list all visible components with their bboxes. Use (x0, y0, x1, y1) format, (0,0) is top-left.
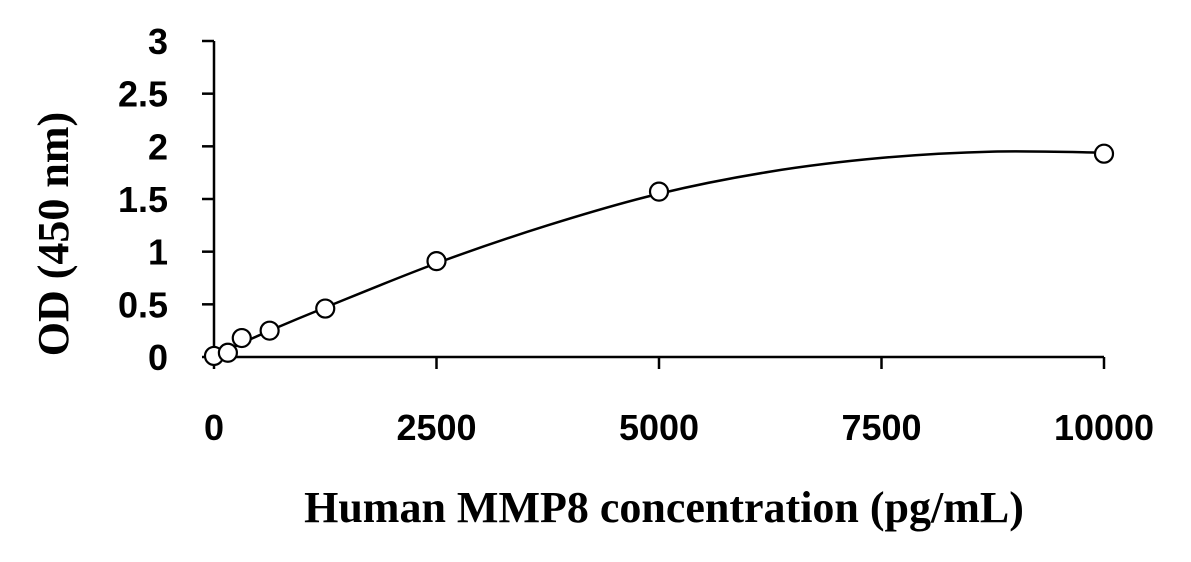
y-tick-label: 1 (148, 232, 168, 273)
data-point (648, 181, 670, 202)
x-tick-label: 10000 (1054, 407, 1154, 448)
data-point (217, 342, 238, 363)
x-tick-label: 0 (204, 407, 224, 448)
x-tick-label: 7500 (841, 407, 921, 448)
data-point (1093, 143, 1115, 164)
y-tick-label: 1.5 (118, 179, 168, 220)
data-point (315, 298, 336, 319)
y-tick-label: 3 (148, 21, 168, 62)
y-ticks: 0 0.5 1 1.5 2 2.5 3 (118, 21, 214, 378)
x-tick-label: 2500 (396, 407, 476, 448)
y-tick-label: 0 (148, 337, 168, 378)
data-points (203, 143, 1115, 367)
x-axis-label: Human MMP8 concentration (pg/mL) (304, 483, 1024, 532)
y-tick-label: 0.5 (118, 284, 168, 325)
x-tick-label: 5000 (619, 407, 699, 448)
data-point (426, 251, 447, 272)
y-axis-label: OD (450 nm) (29, 112, 78, 356)
data-point (259, 320, 280, 341)
y-tick-label: 2 (148, 126, 168, 167)
x-ticks: 0 2500 5000 7500 10000 (204, 357, 1154, 448)
data-point (231, 327, 252, 349)
y-tick-label: 2.5 (118, 74, 168, 115)
